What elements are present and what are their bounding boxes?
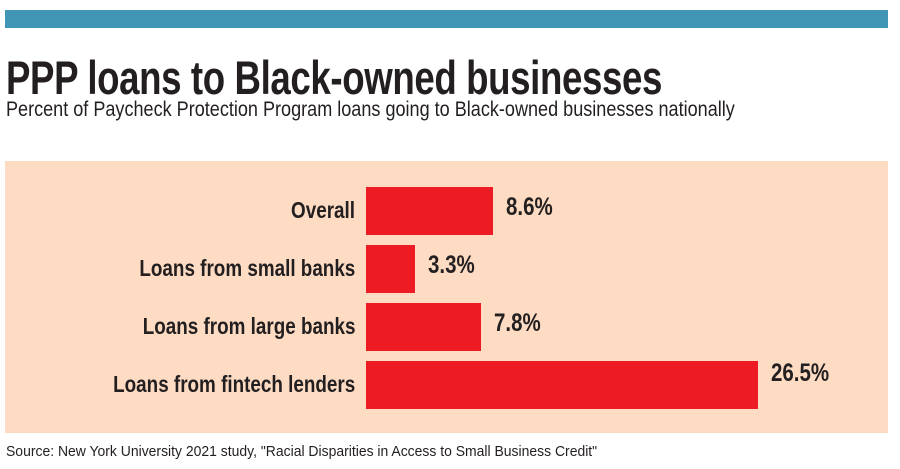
data-label: 8.6% bbox=[506, 193, 553, 221]
category-label: Loans from large banks bbox=[142, 313, 355, 339]
bar bbox=[366, 245, 415, 293]
bar bbox=[366, 187, 494, 235]
source-note: Source: New York University 2021 study, … bbox=[6, 443, 598, 460]
category-label: Overall bbox=[291, 197, 355, 223]
data-label: 3.3% bbox=[427, 251, 475, 279]
header-accent-bar bbox=[5, 10, 888, 28]
data-label: 7.8% bbox=[494, 309, 542, 337]
bar bbox=[366, 303, 482, 351]
chart-subtitle: Percent of Paycheck Protection Program l… bbox=[6, 98, 735, 121]
bar bbox=[366, 361, 758, 409]
data-label: 26.5% bbox=[771, 359, 830, 387]
chart-title: PPP loans to Black-owned businesses bbox=[6, 51, 662, 104]
category-label: Loans from fintech lenders bbox=[112, 371, 355, 397]
category-label: Loans from small banks bbox=[139, 255, 355, 281]
